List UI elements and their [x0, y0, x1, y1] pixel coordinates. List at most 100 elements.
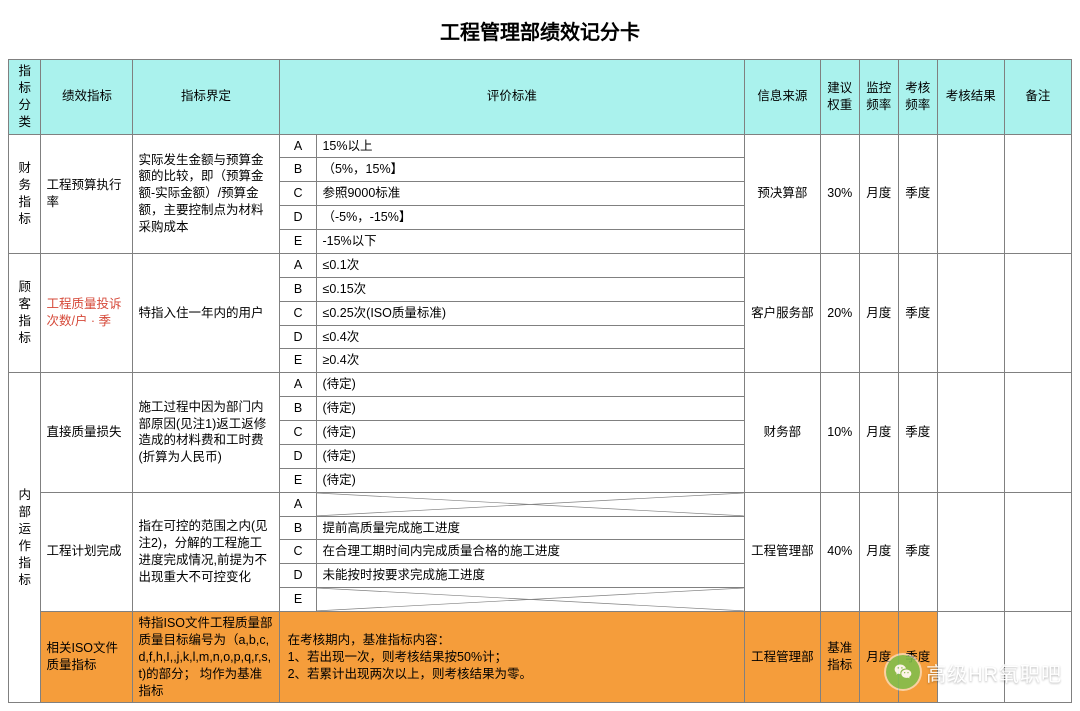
grade-letter: E [279, 349, 317, 373]
source-cell: 预决算部 [745, 134, 821, 253]
note-cell [1004, 253, 1071, 372]
grade-desc: (待定) [317, 444, 745, 468]
note-cell [1004, 612, 1071, 703]
grade-letter: C [279, 182, 317, 206]
metric-cell: 工程质量投诉次数/户 · 季 [41, 253, 133, 372]
mon_freq-cell: 月度 [859, 492, 898, 611]
grade-letter: A [279, 253, 317, 277]
note-cell [1004, 134, 1071, 253]
table-row: 内部运作指标直接质量损失施工过程中因为部门内部原因(见注1)返工返修造成的材料费… [9, 373, 1072, 397]
assess_freq-cell: 季度 [898, 134, 937, 253]
grade-desc: (待定) [317, 397, 745, 421]
grade-desc: -15%以下 [317, 230, 745, 254]
weight-cell: 30% [820, 134, 859, 253]
grade-desc: (待定) [317, 373, 745, 397]
hdr-metric: 绩效指标 [41, 60, 133, 135]
grade-letter: E [279, 230, 317, 254]
header-row: 指标分类 绩效指标 指标界定 评价标准 信息来源 建议权重 监控频率 考核频率 … [9, 60, 1072, 135]
grade-desc: 未能按时按要求完成施工进度 [317, 564, 745, 588]
category-cell: 财务指标 [9, 134, 41, 253]
table-row: 财务指标工程预算执行率实际发生金额与预算金额的比较，即（预算金额-实际金额）/预… [9, 134, 1072, 158]
grade-letter: E [279, 588, 317, 612]
metric-cell: 相关ISO文件质量指标 [41, 612, 133, 703]
grade-desc: ≤0.4次 [317, 325, 745, 349]
category-cell: 顾客指标 [9, 253, 41, 372]
criteria-diag [317, 588, 745, 612]
grade-desc: ≤0.15次 [317, 277, 745, 301]
mon_freq-cell: 月度 [859, 134, 898, 253]
table-row: 工程计划完成指在可控的范围之内(见注2)，分解的工程施工进度完成情况,前提为不出… [9, 492, 1072, 516]
hdr-result: 考核结果 [937, 60, 1004, 135]
grade-letter: D [279, 325, 317, 349]
grade-letter: C [279, 421, 317, 445]
hdr-criteria: 评价标准 [279, 60, 744, 135]
result-cell [937, 612, 1004, 703]
grade-desc: 提前高质量完成施工进度 [317, 516, 745, 540]
definition-cell: 施工过程中因为部门内部原因(见注1)返工返修造成的材料费和工时费(折算为人民币) [133, 373, 279, 492]
grade-desc: (待定) [317, 421, 745, 445]
grade-desc: 在合理工期时间内完成质量合格的施工进度 [317, 540, 745, 564]
hdr-mon-freq: 监控频率 [859, 60, 898, 135]
page-title: 工程管理部绩效记分卡 [8, 16, 1072, 45]
hdr-assess-freq: 考核频率 [898, 60, 937, 135]
scorecard-table: 指标分类 绩效指标 指标界定 评价标准 信息来源 建议权重 监控频率 考核频率 … [8, 59, 1072, 703]
criteria-full: 在考核期内，基准指标内容： 1、若出现一次，则考核结果按50%计； 2、若累计出… [279, 612, 744, 703]
weight-cell: 40% [820, 492, 859, 611]
hdr-definition: 指标界定 [133, 60, 279, 135]
source-cell: 客户服务部 [745, 253, 821, 372]
weight-cell: 10% [820, 373, 859, 492]
table-row: 相关ISO文件质量指标特指ISO文件工程质量部质量目标编号为（a,b,c,d,f… [9, 612, 1072, 703]
hdr-note: 备注 [1004, 60, 1071, 135]
criteria-diag [317, 492, 745, 516]
weight-cell: 基准指标 [820, 612, 859, 703]
grade-desc: ≤0.1次 [317, 253, 745, 277]
note-cell [1004, 373, 1071, 492]
grade-letter: D [279, 444, 317, 468]
grade-letter: D [279, 206, 317, 230]
grade-letter: E [279, 468, 317, 492]
result-cell [937, 373, 1004, 492]
mon_freq-cell: 月度 [859, 612, 898, 703]
definition-cell: 实际发生金额与预算金额的比较，即（预算金额-实际金额）/预算金额，主要控制点为材… [133, 134, 279, 253]
grade-letter: B [279, 397, 317, 421]
grade-letter: C [279, 540, 317, 564]
grade-letter: D [279, 564, 317, 588]
grade-desc: 15%以上 [317, 134, 745, 158]
weight-cell: 20% [820, 253, 859, 372]
hdr-source: 信息来源 [745, 60, 821, 135]
source-cell: 工程管理部 [745, 612, 821, 703]
source-cell: 财务部 [745, 373, 821, 492]
category-cell: 内部运作指标 [9, 373, 41, 703]
definition-cell: 特指入住一年内的用户 [133, 253, 279, 372]
result-cell [937, 253, 1004, 372]
definition-cell: 特指ISO文件工程质量部质量目标编号为（a,b,c,d,f,h,I,,j,k,l… [133, 612, 279, 703]
grade-desc: (待定) [317, 468, 745, 492]
metric-cell: 工程预算执行率 [41, 134, 133, 253]
grade-letter: A [279, 373, 317, 397]
hdr-category: 指标分类 [9, 60, 41, 135]
table-row: 顾客指标工程质量投诉次数/户 · 季特指入住一年内的用户A≤0.1次客户服务部2… [9, 253, 1072, 277]
result-cell [937, 134, 1004, 253]
grade-letter: A [279, 492, 317, 516]
assess_freq-cell: 季度 [898, 492, 937, 611]
hdr-weight: 建议权重 [820, 60, 859, 135]
mon_freq-cell: 月度 [859, 253, 898, 372]
grade-letter: B [279, 277, 317, 301]
result-cell [937, 492, 1004, 611]
grade-letter: B [279, 516, 317, 540]
grade-desc: （-5%，-15%】 [317, 206, 745, 230]
grade-letter: B [279, 158, 317, 182]
grade-letter: A [279, 134, 317, 158]
grade-desc: 参照9000标准 [317, 182, 745, 206]
assess_freq-cell: 季度 [898, 253, 937, 372]
assess_freq-cell: 季度 [898, 612, 937, 703]
assess_freq-cell: 季度 [898, 373, 937, 492]
metric-cell: 工程计划完成 [41, 492, 133, 611]
definition-cell: 指在可控的范围之内(见注2)，分解的工程施工进度完成情况,前提为不出现重大不可控… [133, 492, 279, 611]
metric-cell: 直接质量损失 [41, 373, 133, 492]
grade-desc: ≤0.25次(ISO质量标准) [317, 301, 745, 325]
source-cell: 工程管理部 [745, 492, 821, 611]
grade-desc: ≥0.4次 [317, 349, 745, 373]
grade-letter: C [279, 301, 317, 325]
note-cell [1004, 492, 1071, 611]
